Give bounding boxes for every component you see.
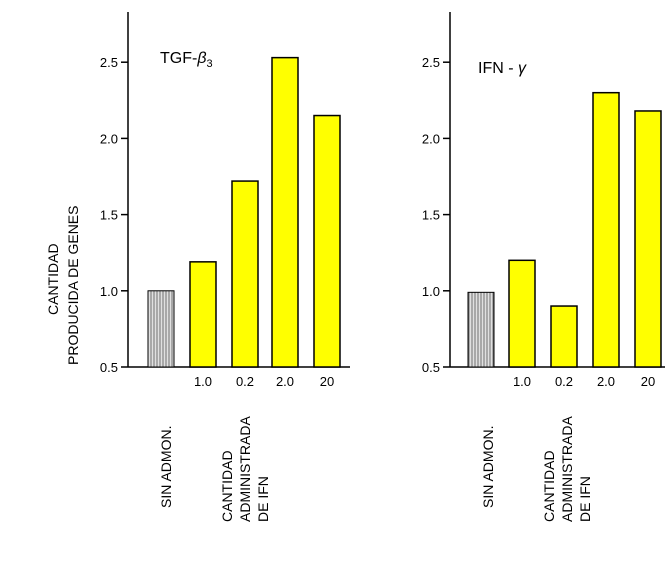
bar-20 [634, 110, 662, 368]
x-tick-label: 20 [641, 374, 655, 389]
y-tick-label: 1.5 [422, 208, 440, 223]
y-tick-label: 1.0 [100, 284, 118, 299]
y-tick-label: 2.0 [100, 131, 118, 146]
x-axis-label-line1: CANTIDAD [541, 450, 557, 522]
x-tick-label: 2.0 [276, 374, 294, 389]
y-tick-label: 1.5 [100, 208, 118, 223]
x-axis-label-line1: CANTIDAD [219, 450, 235, 522]
tgf-beta3-chart: 0.5 1.0 1.5 2.0 2.5 1.0 0.2 2.0 20 TGF-β3 SIN A… [100, 12, 350, 522]
chart-title: TGF-β3 [160, 50, 213, 70]
bar-0.2 [231, 180, 259, 368]
x-tick-label: 1.0 [194, 374, 212, 389]
x-axis-label-line3: DE IFN [577, 476, 593, 522]
y-tick-label: 0.5 [100, 360, 118, 375]
x-tick-label: 0.2 [236, 374, 254, 389]
control-bar [147, 290, 175, 368]
x-tick-label: 0.2 [555, 374, 573, 389]
x-axis-label-line3: DE IFN [255, 476, 271, 522]
bar-1.0 [508, 259, 536, 368]
control-label: SIN ADMON. [480, 426, 496, 508]
ifn-gamma-chart: 0.5 1.0 1.5 2.0 2.5 1.0 0.2 2.0 20 IFN - γ SIN … [422, 12, 665, 522]
bar-20 [313, 114, 341, 368]
bar-2.0 [592, 91, 620, 368]
bar-0.2 [550, 305, 578, 368]
chart-title: IFN - γ [478, 60, 527, 77]
x-tick-label: 20 [320, 374, 334, 389]
x-axis-label-line2: ADMINISTRADA [559, 416, 575, 522]
control-label: SIN ADMON. [158, 426, 174, 508]
bar-2.0 [271, 56, 299, 368]
control-bar [467, 291, 495, 368]
bar-1.0 [189, 261, 217, 368]
y-tick-label: 0.5 [422, 360, 440, 375]
x-axis-label-line2: ADMINISTRADA [237, 416, 253, 522]
y-tick-label: 2.0 [422, 131, 440, 146]
y-tick-label: 1.0 [422, 284, 440, 299]
x-tick-label: 2.0 [597, 374, 615, 389]
y-tick-label: 2.5 [422, 55, 440, 70]
y-axis-label-line2: PRODUCIDA DE GENES [65, 206, 81, 365]
x-tick-label: 1.0 [513, 374, 531, 389]
y-axis-label-line1: CANTIDAD [45, 243, 61, 315]
y-tick-label: 2.5 [100, 55, 118, 70]
